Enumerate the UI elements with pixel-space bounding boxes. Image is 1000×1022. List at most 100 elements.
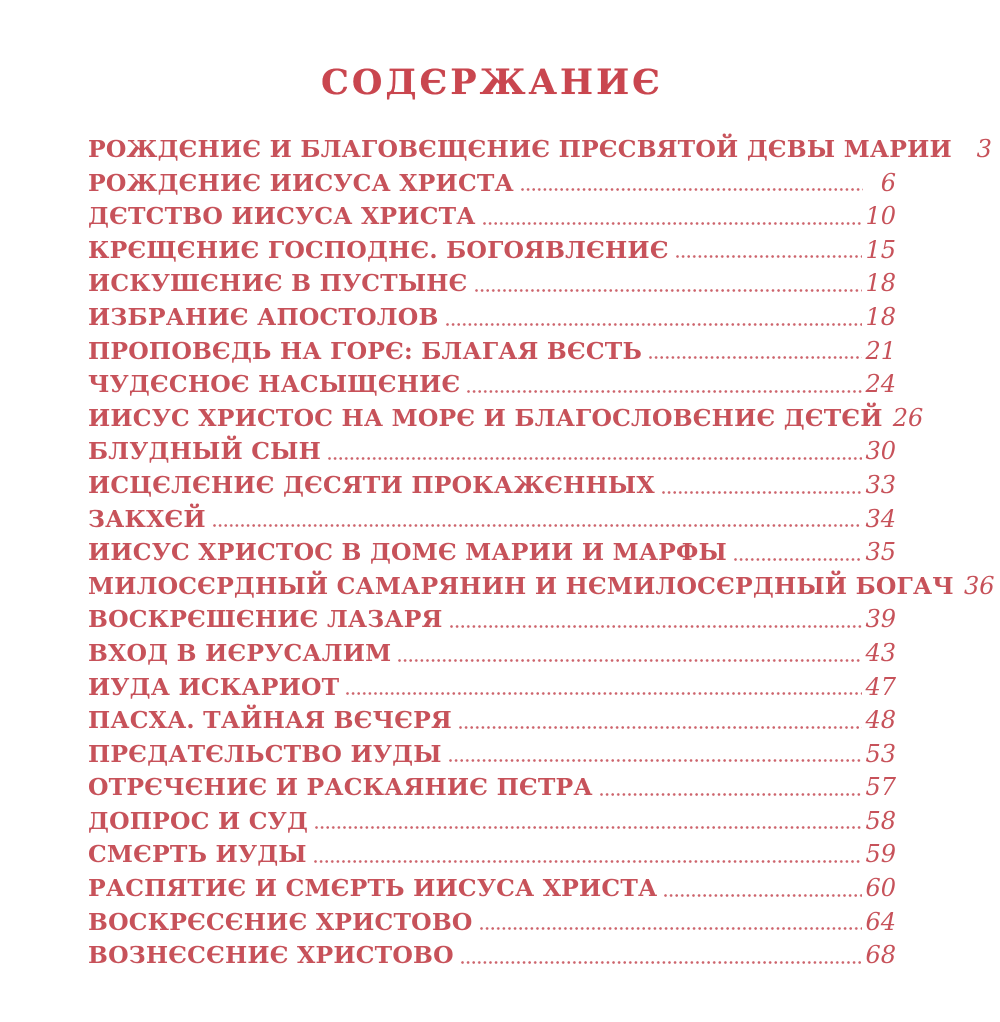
toc-entry-page-number: 24 bbox=[865, 370, 896, 399]
dot-leader bbox=[445, 322, 863, 326]
toc-entry-page-number: 33 bbox=[865, 470, 896, 499]
toc-entry: ВОЗНЄСЄНИЄ ХРИСТОВО 68 bbox=[88, 939, 896, 973]
dot-leader bbox=[313, 860, 863, 864]
toc-entry: ЧУДЄСНОЄ НАСЫЩЄНИЄ 24 bbox=[88, 368, 896, 402]
toc-entry-title: КРЄЩЄНИЄ ГОСПОДНЄ. БОГОЯВЛЄНИЄ bbox=[88, 235, 669, 264]
toc-entry-title: ИИСУС ХРИСТОС В ДОМЄ МАРИИ И МАРФЫ bbox=[88, 538, 727, 567]
toc-entry-title: РОЖДЄНИЄ ИИСУСА ХРИСТА bbox=[88, 168, 514, 197]
page-title: СОДЄРЖАНИЄ bbox=[320, 62, 664, 103]
toc-entry-page-number: 6 bbox=[880, 168, 896, 197]
toc-entry: РАСПЯТИЄ И СМЄРТЬ ИИСУСА ХРИСТА 60 bbox=[88, 872, 896, 906]
toc-entry: РОЖДЄНИЄ ИИСУСА ХРИСТА 6 bbox=[88, 167, 896, 201]
toc-entry-page-number: 48 bbox=[865, 706, 896, 735]
toc-entry-title: ВОСКРЄШЄНИЄ ЛАЗАРЯ bbox=[88, 605, 443, 634]
toc-entry-page-number: 68 bbox=[865, 941, 896, 970]
toc-entry-page-number: 59 bbox=[865, 840, 896, 869]
toc-entry-title: ИЗБРАНИЄ АПОСТОЛОВ bbox=[88, 302, 439, 331]
toc-entry-title: ИСЦЄЛЄНИЄ ДЄСЯТИ ПРОКАЖЄННЫХ bbox=[88, 470, 655, 499]
dot-leader bbox=[649, 356, 863, 360]
dot-leader bbox=[346, 692, 863, 696]
dot-leader bbox=[460, 960, 863, 964]
dot-leader bbox=[520, 188, 863, 192]
toc-entry-page-number: 39 bbox=[865, 605, 896, 634]
toc-entry: ЗАКХЄЙ 34 bbox=[88, 503, 896, 537]
toc-entry: ОТРЄЧЄНИЄ И РАСКАЯНИЄ ПЄТРА 57 bbox=[88, 771, 896, 805]
toc-entry-page-number: 26 bbox=[892, 403, 924, 432]
toc-entry: ДОПРОС И СУД 58 bbox=[88, 805, 896, 839]
toc-entry-title: ИУДА ИСКАРИОТ bbox=[88, 672, 340, 701]
toc-entry-page-number: 53 bbox=[865, 739, 896, 768]
toc-entry-page-number: 43 bbox=[865, 638, 896, 667]
toc-entry-title: ВОСКРЄСЄНИЄ ХРИСТОВО bbox=[88, 907, 473, 936]
toc-entry: БЛУДНЫЙ СЫН 30 bbox=[88, 435, 896, 469]
toc-entry-title: ВОЗНЄСЄНИЄ ХРИСТОВО bbox=[88, 941, 454, 970]
toc-entry-page-number: 60 bbox=[865, 874, 896, 903]
toc-entry: ПАСХА. ТАЙНАЯ ВЄЧЄРЯ 48 bbox=[88, 704, 896, 738]
dot-leader bbox=[448, 759, 863, 763]
dot-leader bbox=[675, 255, 863, 259]
toc-entry: ИИСУС ХРИСТОС НА МОРЄ И БЛАГОСЛОВЄНИЄ ДЄ… bbox=[88, 402, 923, 436]
toc-entry-page-number: 64 bbox=[865, 907, 896, 936]
toc-entry: ИСЦЄЛЄНИЄ ДЄСЯТИ ПРОКАЖЄННЫХ 33 bbox=[88, 469, 896, 503]
dot-leader bbox=[467, 389, 863, 393]
toc-entry-title: ИИСУС ХРИСТОС НА МОРЄ И БЛАГОСЛОВЄНИЄ ДЄ… bbox=[88, 403, 883, 432]
dot-leader bbox=[661, 490, 863, 494]
toc-entry-title: ПРЄДАТЄЛЬСТВО ИУДЫ bbox=[88, 739, 442, 768]
toc-entry-title: ОТРЄЧЄНИЄ И РАСКАЯНИЄ ПЄТРА bbox=[88, 773, 593, 802]
toc-entry: РОЖДЄНИЄ И БЛАГОВЄЩЄНИЄ ПРЄСВЯТОЙ ДЄВЫ М… bbox=[88, 133, 992, 167]
toc-entry-title: СМЄРТЬ ИУДЫ bbox=[88, 840, 307, 869]
toc-entry-title: ЧУДЄСНОЄ НАСЫЩЄНИЄ bbox=[88, 370, 461, 399]
dot-leader bbox=[479, 927, 863, 931]
toc-entry: ИУДА ИСКАРИОТ 47 bbox=[88, 671, 896, 705]
toc-entry-page-number: 15 bbox=[865, 235, 896, 264]
toc-entry-page-number: 18 bbox=[865, 269, 896, 298]
dot-leader bbox=[482, 221, 863, 225]
dot-leader bbox=[664, 893, 863, 897]
dot-leader bbox=[398, 658, 863, 662]
toc-entry-page-number: 47 bbox=[865, 672, 896, 701]
toc-entry: ДЄТСТВО ИИСУСА ХРИСТА 10 bbox=[88, 200, 896, 234]
toc-entry-title: ПРОПОВЄДЬ НА ГОРЄ: БЛАГАЯ ВЄСТЬ bbox=[88, 336, 643, 365]
toc-entry: ИСКУШЄНИЄ В ПУСТЫНЄ 18 bbox=[88, 267, 896, 301]
toc-entry-title: ЗАКХЄЙ bbox=[88, 504, 206, 533]
toc-entry: ВОСКРЄСЄНИЄ ХРИСТОВО 64 bbox=[88, 906, 896, 940]
toc-entry-page-number: 18 bbox=[865, 302, 896, 331]
dot-leader bbox=[733, 557, 863, 561]
toc-entry-page-number: 58 bbox=[865, 806, 896, 835]
dot-leader bbox=[449, 624, 863, 628]
toc-entry: ВОСКРЄШЄНИЄ ЛАЗАРЯ 39 bbox=[88, 603, 896, 637]
toc-entry-page-number: 30 bbox=[865, 437, 896, 466]
dot-leader bbox=[458, 725, 863, 729]
toc-entry-page-number: 35 bbox=[865, 538, 896, 567]
toc-entry: ПРЄДАТЄЛЬСТВО ИУДЫ 53 bbox=[88, 738, 896, 772]
dot-leader bbox=[328, 456, 863, 460]
dot-leader bbox=[212, 524, 863, 528]
toc-entry: МИЛОСЄРДНЫЙ САМАРЯНИН И НЄМИЛОСЄРДНЫЙ БО… bbox=[88, 570, 995, 604]
dot-leader bbox=[474, 288, 863, 292]
toc-entry: ИЗБРАНИЄ АПОСТОЛОВ 18 bbox=[88, 301, 896, 335]
toc-entry: КРЄЩЄНИЄ ГОСПОДНЄ. БОГОЯВЛЄНИЄ 15 bbox=[88, 234, 896, 268]
toc-entry-page-number: 10 bbox=[865, 202, 896, 231]
toc-entry: СМЄРТЬ ИУДЫ 59 bbox=[88, 838, 896, 872]
toc-entry-title: БЛУДНЫЙ СЫН bbox=[88, 437, 322, 466]
toc-entry-title: ПАСХА. ТАЙНАЯ ВЄЧЄРЯ bbox=[88, 706, 452, 735]
toc-entry: ВХОД В ИЄРУСАЛИМ 43 bbox=[88, 637, 896, 671]
dot-leader bbox=[315, 826, 863, 830]
dot-leader bbox=[599, 792, 863, 796]
toc-entry-title: РАСПЯТИЄ И СМЄРТЬ ИИСУСА ХРИСТА bbox=[88, 874, 658, 903]
toc-list: РОЖДЄНИЄ И БЛАГОВЄЩЄНИЄ ПРЄСВЯТОЙ ДЄВЫ М… bbox=[88, 133, 995, 973]
toc-entry-title: ВХОД В ИЄРУСАЛИМ bbox=[88, 638, 392, 667]
toc-entry-page-number: 34 bbox=[865, 504, 896, 533]
toc-entry-page-number: 57 bbox=[865, 773, 896, 802]
toc-entry-title: ДОПРОС И СУД bbox=[88, 806, 309, 835]
toc-entry-page-number: 36 bbox=[963, 571, 995, 600]
toc-entry-page-number: 21 bbox=[865, 336, 896, 365]
toc-entry-title: ДЄТСТВО ИИСУСА ХРИСТА bbox=[88, 202, 476, 231]
toc-entry-page-number: 3 bbox=[976, 135, 992, 163]
toc-entry: ПРОПОВЄДЬ НА ГОРЄ: БЛАГАЯ ВЄСТЬ 21 bbox=[88, 335, 896, 369]
toc-entry-title: МИЛОСЄРДНЫЙ САМАРЯНИН И НЄМИЛОСЄРДНЫЙ БО… bbox=[88, 571, 954, 600]
toc-entry: ИИСУС ХРИСТОС В ДОМЄ МАРИИ И МАРФЫ 35 bbox=[88, 536, 896, 570]
toc-entry-title: ИСКУШЄНИЄ В ПУСТЫНЄ bbox=[88, 269, 468, 298]
toc-entry-title: РОЖДЄНИЄ И БЛАГОВЄЩЄНИЄ ПРЄСВЯТОЙ ДЄВЫ М… bbox=[88, 135, 952, 163]
